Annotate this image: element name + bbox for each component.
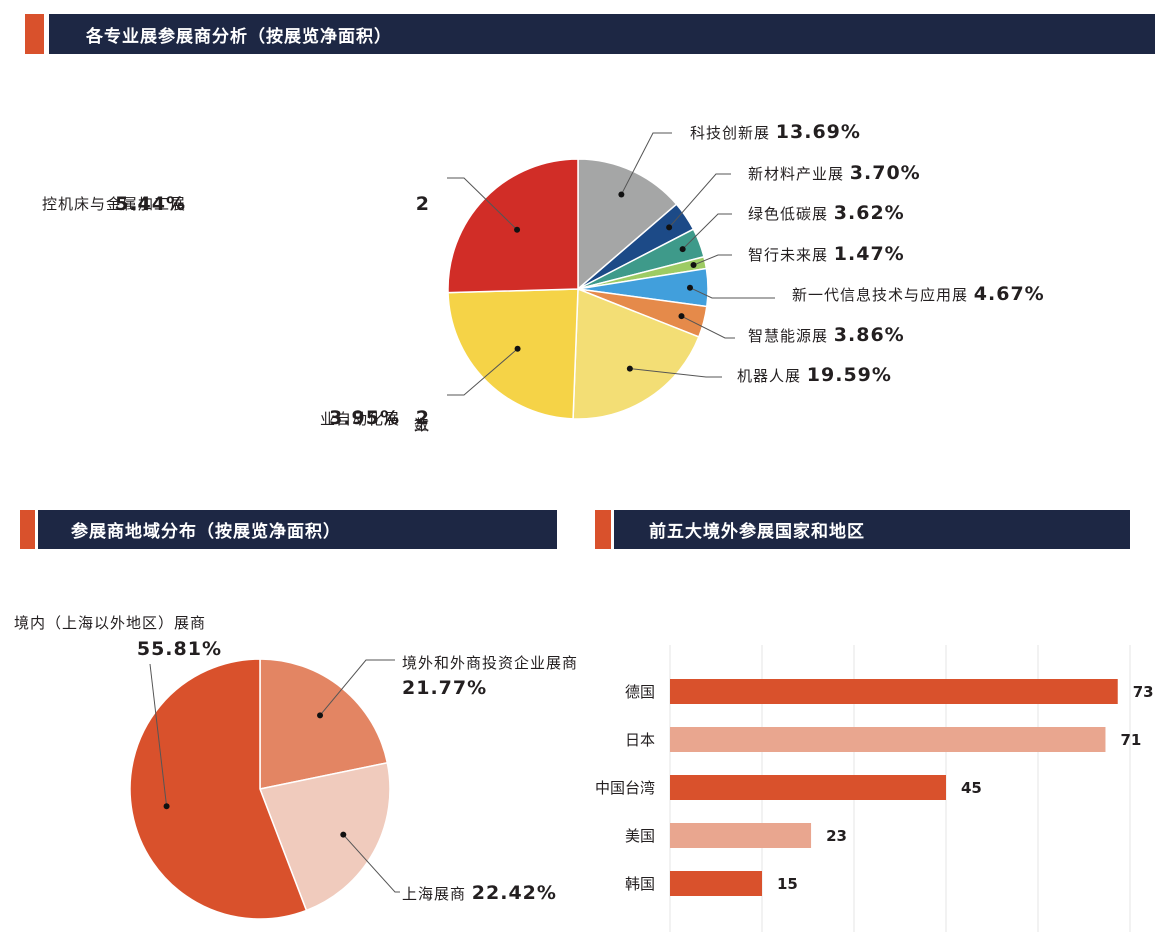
bar-value-label: 15 xyxy=(777,875,798,893)
pie-value: 55.81% xyxy=(137,638,222,660)
left-header-accent xyxy=(20,510,35,549)
leader-line xyxy=(668,173,731,228)
left-section-title: 参展商地域分布（按展览净面积） xyxy=(38,510,557,549)
pie-value: 23.95% xyxy=(329,407,430,429)
pie-label: 智行未来展 1.47% xyxy=(748,243,905,265)
bar-value-label: 45 xyxy=(961,779,982,797)
leader-dot xyxy=(626,365,633,372)
leader-dot xyxy=(514,226,521,233)
pie-label: 绿色低碳展 3.62% xyxy=(748,202,905,224)
bar xyxy=(670,871,762,896)
pie-label: 机器人展 19.59% xyxy=(737,364,892,386)
leader-line xyxy=(693,254,732,266)
top-section-title: 各专业展参展商分析（按展览净面积） xyxy=(49,14,1155,54)
region-pie-labels: 境外和外商投资企业展商 21.77% 上海展商 22.42% 境内（上海以外地区）展商… xyxy=(14,614,578,904)
pie-label: 境外和外商投资企业展商 xyxy=(402,654,578,672)
leader-line xyxy=(682,213,732,250)
pie-label: 上海展商 22.42% xyxy=(402,882,557,904)
leader-dot xyxy=(163,803,170,810)
bar xyxy=(670,775,946,800)
right-section-title: 前五大境外参展国家和地区 xyxy=(614,510,1130,549)
pie-slice xyxy=(577,158,678,291)
leader-dot xyxy=(690,262,697,269)
leader-line xyxy=(342,834,400,893)
region-pie-chart xyxy=(129,658,391,920)
leader-line xyxy=(447,348,518,396)
bar-category-label: 中国台湾 xyxy=(595,779,655,797)
leader-dot xyxy=(340,831,347,838)
bar-value-label: 73 xyxy=(1133,683,1154,701)
leader-line xyxy=(681,315,735,339)
leader-line xyxy=(689,287,775,299)
bar xyxy=(670,679,1118,704)
leader-dot xyxy=(317,712,324,719)
pie-slice xyxy=(447,288,579,420)
pie-label: 智慧能源展 3.86% xyxy=(748,324,905,346)
bar-category-label: 日本 xyxy=(625,731,655,749)
pie-slice xyxy=(129,658,308,920)
bar-category-label: 美国 xyxy=(625,827,655,845)
leader-line xyxy=(149,663,168,807)
leader-line xyxy=(629,368,722,378)
leader-dot xyxy=(678,313,685,320)
right-section-title-text: 前五大境外参展国家和地区 xyxy=(649,522,865,542)
pie-label: 科技创新展 13.69% xyxy=(690,121,861,143)
country-bar-chart: 德国 73 日本 71 中国台湾 45 美国 23 韩国 15 xyxy=(595,645,1154,932)
pie-value: 21.77% xyxy=(402,677,487,699)
leader-dot xyxy=(666,224,673,231)
leader-dot xyxy=(514,345,521,352)
leader-line xyxy=(447,177,518,231)
pie-slice xyxy=(572,287,700,420)
leader-line xyxy=(620,132,672,195)
exhibition-pie-chart xyxy=(447,158,709,420)
leader-dot xyxy=(679,246,686,253)
bar-value-label: 23 xyxy=(826,827,847,845)
bar xyxy=(670,727,1106,752)
top-section-title-text: 各专业展参展商分析（按展览净面积） xyxy=(86,26,392,47)
leader-dot xyxy=(686,284,693,291)
bar-value-label: 71 xyxy=(1120,731,1141,749)
pie-label: 境内（上海以外地区）展商 xyxy=(14,614,206,632)
bar-category-label: 韩国 xyxy=(625,875,655,893)
right-header-accent xyxy=(595,510,611,549)
leader-line xyxy=(319,659,395,716)
pie-label: 数控机床与金属加工展 xyxy=(42,195,430,434)
bar xyxy=(670,823,812,848)
top-header-accent xyxy=(25,14,44,54)
bar-category-label: 德国 xyxy=(625,683,655,701)
left-section-title-text: 参展商地域分布（按展览净面积） xyxy=(71,522,341,542)
pie-value: 25.44% xyxy=(115,193,430,215)
leader-dot xyxy=(618,191,625,198)
pie-label: 新材料产业展 3.70% xyxy=(748,162,921,184)
pie-label: 新一代信息技术与应用展 4.67% xyxy=(792,283,1045,305)
